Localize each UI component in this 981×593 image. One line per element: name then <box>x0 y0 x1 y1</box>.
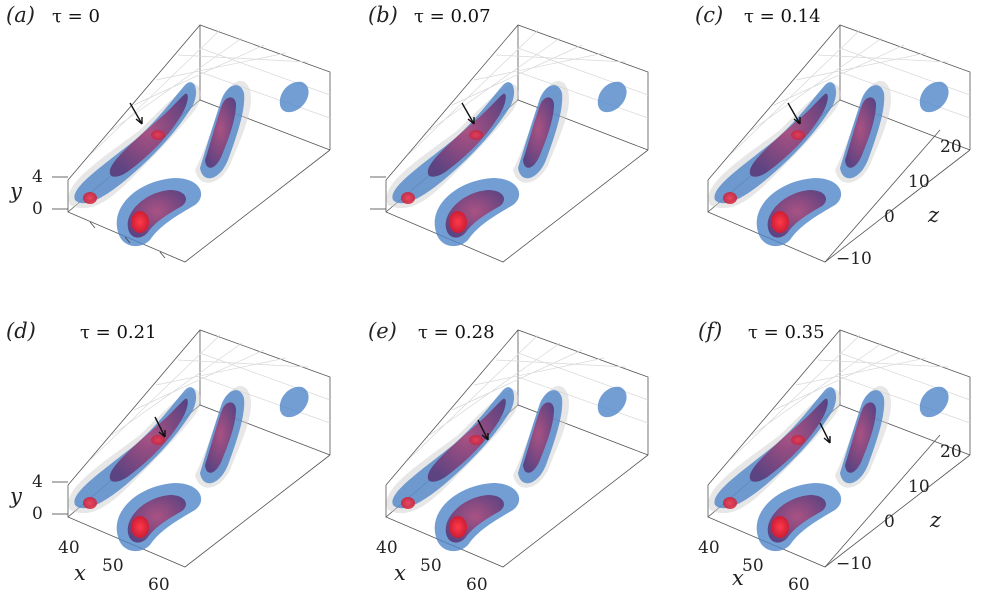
panel-b-vortex-isosurfaces <box>386 80 627 247</box>
panel-e-x-tick-60: 60 <box>466 575 488 593</box>
panel-a: (a) τ = 0 y 4 0 <box>6 3 331 263</box>
panel-a-vortex-isosurfaces <box>68 80 309 247</box>
panel-f-z-tick-0: 0 <box>884 512 895 532</box>
panel-d-tau: τ = 0.21 <box>80 322 157 343</box>
panel-f-label: (f) <box>698 319 722 343</box>
panel-d-y-tick-0: 0 <box>32 504 43 524</box>
panel-d-y-label: y <box>9 484 23 508</box>
panel-c-label: (c) <box>695 3 723 27</box>
panel-c-z-tick-20: 20 <box>940 137 962 157</box>
panel-f-z-tick-10: 10 <box>908 477 930 497</box>
panel-d: (d) τ = 0.21 y 4 0 40 50 60 x <box>6 319 331 593</box>
panel-d-x-tick-40: 40 <box>58 538 80 558</box>
panel-b-label: (b) <box>368 3 398 27</box>
panel-d-vortex-isosurfaces <box>68 385 309 552</box>
panel-c-arrow <box>787 102 801 125</box>
panel-e-axes-box <box>385 329 649 568</box>
panel-f-vortex-isosurfaces <box>708 385 949 552</box>
panel-a-arrow <box>129 102 143 125</box>
panel-d-axes-box <box>67 329 331 568</box>
panel-f-x-tick-60: 60 <box>788 575 810 593</box>
panel-f-tau: τ = 0.35 <box>748 322 825 343</box>
panel-c-z-tick-10: 10 <box>908 172 930 192</box>
panel-b-arrow <box>461 102 475 125</box>
panel-c-z-tick-0: 0 <box>884 207 895 227</box>
panel-c-z-label: z <box>927 203 940 227</box>
panel-f-x-tick-50: 50 <box>742 556 764 576</box>
panel-a-y-tick-4: 4 <box>32 167 43 187</box>
panel-f-z-tick-20: 20 <box>940 442 962 462</box>
panel-f-arrow <box>819 422 831 444</box>
panel-d-label: (d) <box>6 319 36 343</box>
panel-f-z-tick-m10: −10 <box>836 554 872 574</box>
panel-c-z-tick-m10: −10 <box>836 249 872 269</box>
panel-e-label: (e) <box>368 319 397 343</box>
panel-e-arrow <box>477 419 489 441</box>
panel-c-tau: τ = 0.14 <box>744 6 821 27</box>
panel-e-x-label: x <box>394 561 406 585</box>
panel-d-x-label: x <box>74 561 86 585</box>
panel-c-vortex-isosurfaces <box>708 80 949 247</box>
panel-e-vortex-isosurfaces <box>386 385 627 552</box>
panel-d-x-tick-50: 50 <box>102 556 124 576</box>
panel-f-x-label: x <box>732 566 744 590</box>
panel-e-x-tick-40: 40 <box>376 538 398 558</box>
panel-a-label: (a) <box>6 3 35 27</box>
panel-a-tau: τ = 0 <box>52 6 100 27</box>
panel-a-axes-box <box>67 24 331 263</box>
panel-f-x-tick-40: 40 <box>698 538 720 558</box>
panel-b-axes-box <box>385 24 649 263</box>
panel-d-x-tick-60: 60 <box>148 575 170 593</box>
panel-e-tau: τ = 0.28 <box>418 322 495 343</box>
panel-d-arrow <box>154 416 166 438</box>
panel-f: (f) τ = 0.35 40 50 60 x 20 10 0 −10 z <box>698 319 971 593</box>
panel-c: (c) τ = 0.14 20 10 0 −10 z <box>695 3 971 269</box>
panel-a-y-label: y <box>9 179 23 203</box>
panel-b: (b) τ = 0.07 <box>368 3 649 263</box>
panel-b-tau: τ = 0.07 <box>414 6 491 27</box>
panel-a-y-tick-0: 0 <box>32 199 43 219</box>
panel-f-z-label: z <box>929 508 942 532</box>
panel-e: (e) τ = 0.28 40 50 60 x <box>368 319 649 593</box>
panel-e-x-tick-50: 50 <box>420 556 442 576</box>
panel-d-y-tick-4: 4 <box>32 472 43 492</box>
